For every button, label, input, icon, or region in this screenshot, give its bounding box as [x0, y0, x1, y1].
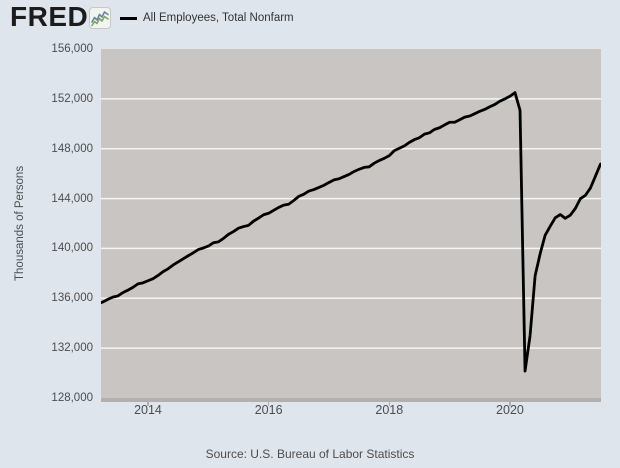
x-axis-tick: [267, 401, 270, 406]
legend-line-swatch: [120, 16, 137, 20]
x-axis-label: 2014: [134, 403, 162, 417]
x-axis-tick: [147, 401, 149, 406]
y-axis-label: 152,000: [51, 92, 93, 105]
y-axis-label: 140,000: [51, 242, 93, 255]
y-axis-label: 136,000: [51, 292, 93, 305]
series-legend: All Employees, Total Nonfarm: [120, 10, 294, 26]
y-axis-label: 132,000: [51, 342, 93, 355]
x-axis-tick: [509, 401, 511, 406]
source-note: Source: U.S. Bureau of Labor Statistics: [205, 447, 415, 461]
y-axis-label: 156,000: [51, 43, 93, 55]
y-axis-title: Thousands of Persons: [14, 165, 26, 282]
data-line: [101, 91, 601, 373]
line-chart: [101, 91, 601, 373]
legend-label: All Employees, Total Nonfarm: [143, 12, 294, 24]
x-axis-label: 2020: [496, 403, 524, 417]
x-axis-label: 2016: [254, 403, 283, 417]
y-axis-label: 144,000: [51, 192, 93, 205]
fred-logo: FRED ®: [10, 1, 94, 32]
y-axis-label: 148,000: [51, 142, 93, 155]
fred-sparkline-icon: [89, 7, 111, 29]
y-axis-label: 128,000: [51, 392, 93, 404]
x-axis-tick: [388, 401, 391, 406]
x-axis-bar: [101, 397, 601, 402]
x-axis-label: 2018: [375, 403, 404, 417]
plot-area: [101, 49, 601, 398]
fred-logo-text: FRED: [10, 1, 89, 32]
